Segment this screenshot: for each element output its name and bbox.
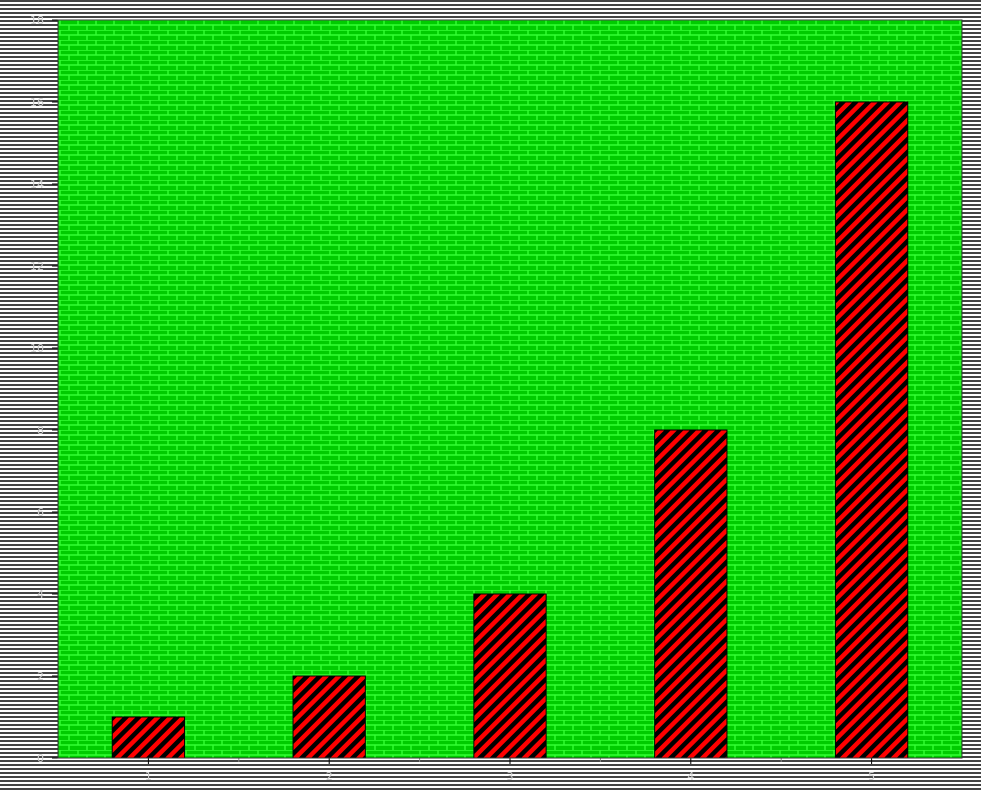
x-tick-label: 2 — [326, 770, 333, 783]
x-tick-label: 1 — [145, 770, 152, 783]
y-tick-label: 2 — [37, 670, 44, 683]
x-tick-label: 3 — [507, 770, 514, 783]
y-tick-label: 0 — [37, 752, 44, 765]
y-tick-label: 14 — [30, 178, 44, 191]
bar-5 — [834, 101, 909, 759]
plot-border — [57, 19, 963, 759]
x-tick-label: 4 — [687, 770, 694, 783]
bar-1 — [111, 716, 186, 759]
y-tick-label: 8 — [37, 424, 44, 437]
y-tick-label: 4 — [37, 588, 44, 601]
x-axis-ticks: 1 2 3 4 5 — [145, 758, 875, 783]
tick-marks — [238, 758, 782, 762]
bar-2 — [292, 675, 366, 759]
y-axis-ticks: 0 2 4 6 8 10 12 14 16 18 — [30, 14, 58, 765]
y-tick-label: 10 — [30, 342, 44, 355]
y-tick-label: 12 — [30, 260, 44, 273]
y-tick-label: 16 — [30, 96, 44, 109]
x-tick-label: 5 — [868, 770, 875, 783]
bar-4 — [654, 429, 728, 759]
y-tick-label: 6 — [37, 506, 44, 519]
bar-3 — [473, 593, 547, 759]
y-tick-label: 18 — [30, 14, 44, 27]
